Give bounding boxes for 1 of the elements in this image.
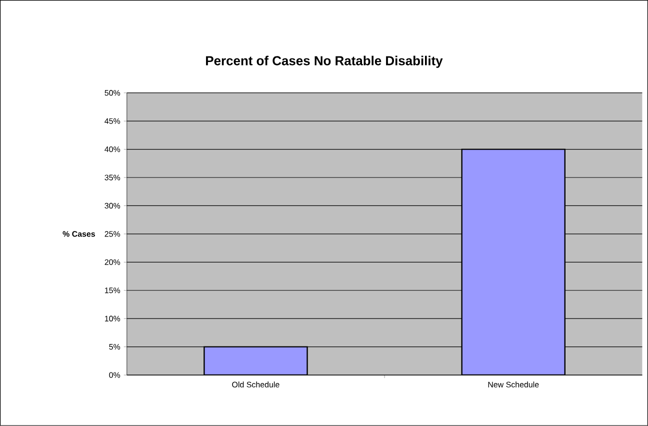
chart-title: Percent of Cases No Ratable Disability bbox=[206, 56, 443, 68]
